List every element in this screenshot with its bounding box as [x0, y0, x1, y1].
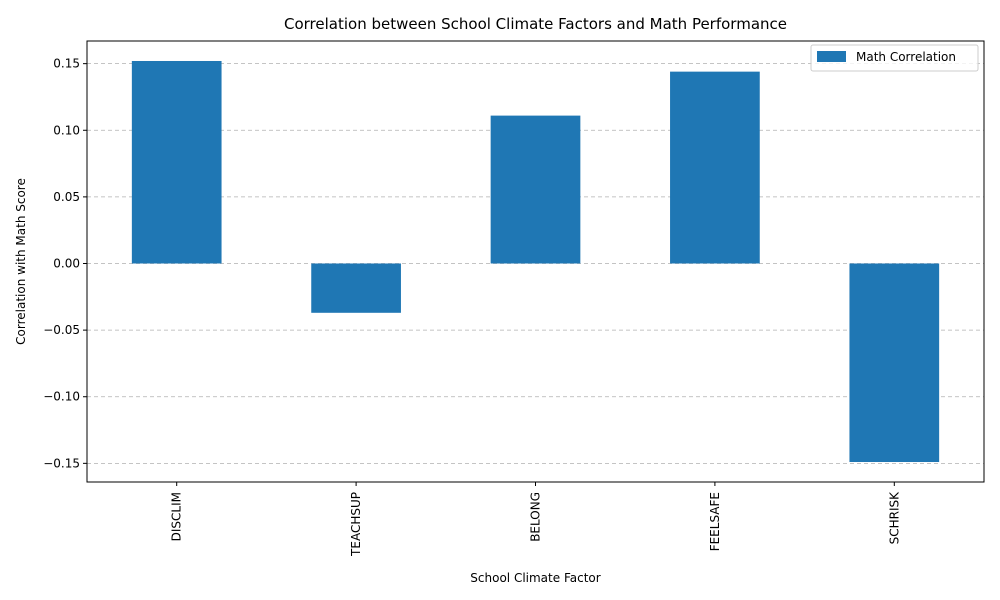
chart-title: Correlation between School Climate Facto…	[284, 15, 787, 33]
legend-label: Math Correlation	[856, 50, 956, 64]
legend-swatch	[817, 51, 846, 62]
bar-disclim	[131, 60, 222, 264]
y-tick-label: 0.15	[53, 57, 80, 71]
bar-schrisk	[849, 263, 940, 463]
x-axis-title: School Climate Factor	[470, 571, 600, 585]
y-tick-label: 0.10	[53, 123, 80, 137]
x-tick-label: DISCLIM	[170, 492, 184, 541]
x-tick-label: FEELSAFE	[708, 492, 722, 551]
y-tick-label: −0.05	[43, 323, 80, 337]
bars	[131, 60, 940, 463]
bar-feelsafe	[670, 71, 760, 264]
bar-belong	[490, 115, 581, 264]
x-tick-label: BELONG	[529, 492, 543, 542]
y-axis-title: Correlation with Math Score	[14, 178, 28, 345]
y-tick-label: −0.10	[43, 390, 80, 404]
legend-box	[810, 44, 979, 72]
y-axis-ticks: −0.15 −0.10 −0.05 0.00 0.05 0.10 0.15	[43, 57, 87, 470]
x-tick-label: TEACHSUP	[349, 492, 363, 557]
x-tick-label: SCHRISK	[887, 491, 901, 545]
x-axis-ticks: DISCLIM TEACHSUP BELONG FEELSAFE SCHRISK	[170, 482, 901, 557]
legend: Math Correlation	[810, 44, 979, 72]
bar-teachsup	[311, 263, 401, 313]
y-tick-label: 0.00	[53, 256, 80, 270]
y-tick-label: 0.05	[53, 190, 80, 204]
y-tick-label: −0.15	[43, 456, 80, 470]
